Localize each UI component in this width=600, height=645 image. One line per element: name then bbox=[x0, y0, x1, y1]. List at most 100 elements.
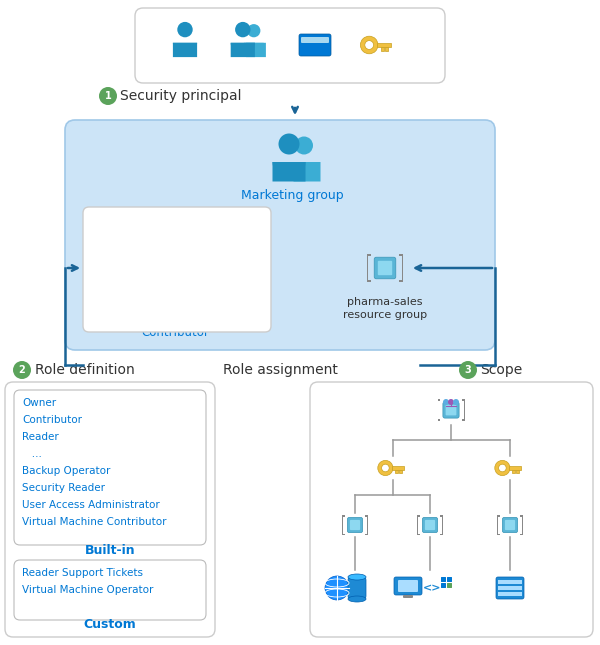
FancyBboxPatch shape bbox=[498, 592, 522, 596]
Text: "*": "*" bbox=[90, 231, 119, 240]
Circle shape bbox=[443, 399, 449, 405]
Polygon shape bbox=[400, 253, 403, 283]
Text: 1: 1 bbox=[104, 91, 112, 101]
Text: Marketing group: Marketing group bbox=[241, 188, 343, 201]
FancyBboxPatch shape bbox=[378, 261, 392, 275]
FancyBboxPatch shape bbox=[441, 583, 446, 588]
Polygon shape bbox=[509, 466, 521, 470]
Text: "Auth/*/Delete",: "Auth/*/Delete", bbox=[90, 279, 193, 288]
Circle shape bbox=[178, 22, 193, 37]
Text: Security Reader: Security Reader bbox=[22, 483, 105, 493]
Ellipse shape bbox=[348, 596, 366, 602]
Text: "NotActions": [: "NotActions": [ bbox=[90, 263, 176, 272]
Polygon shape bbox=[377, 43, 391, 47]
Text: Role definition: Role definition bbox=[35, 363, 135, 377]
Circle shape bbox=[295, 137, 313, 155]
FancyBboxPatch shape bbox=[135, 8, 445, 83]
Polygon shape bbox=[437, 399, 440, 421]
FancyBboxPatch shape bbox=[350, 520, 360, 530]
Text: pharma-sales
resource group: pharma-sales resource group bbox=[343, 297, 427, 320]
Text: 2: 2 bbox=[19, 365, 25, 375]
Polygon shape bbox=[173, 43, 197, 55]
FancyBboxPatch shape bbox=[425, 520, 435, 530]
Circle shape bbox=[382, 464, 389, 471]
FancyBboxPatch shape bbox=[446, 404, 457, 415]
Polygon shape bbox=[367, 253, 371, 283]
Circle shape bbox=[459, 361, 477, 379]
Circle shape bbox=[325, 576, 349, 600]
Text: ],: ], bbox=[90, 247, 101, 256]
FancyBboxPatch shape bbox=[441, 577, 446, 582]
Text: "Auth/*/Write",: "Auth/*/Write", bbox=[90, 295, 188, 304]
Polygon shape bbox=[272, 162, 305, 179]
FancyBboxPatch shape bbox=[498, 586, 522, 590]
FancyBboxPatch shape bbox=[398, 580, 418, 592]
Polygon shape bbox=[520, 515, 523, 535]
FancyBboxPatch shape bbox=[272, 162, 305, 181]
Circle shape bbox=[378, 461, 393, 475]
FancyBboxPatch shape bbox=[14, 560, 206, 620]
Text: Scope: Scope bbox=[480, 363, 522, 377]
FancyBboxPatch shape bbox=[498, 580, 522, 584]
FancyBboxPatch shape bbox=[347, 517, 362, 533]
FancyBboxPatch shape bbox=[443, 402, 459, 418]
Text: Security principal: Security principal bbox=[120, 89, 241, 103]
FancyBboxPatch shape bbox=[447, 577, 452, 582]
Circle shape bbox=[365, 41, 374, 50]
Polygon shape bbox=[440, 515, 443, 535]
Text: Virtual Machine Operator: Virtual Machine Operator bbox=[22, 585, 154, 595]
FancyBboxPatch shape bbox=[231, 43, 255, 57]
Text: Role assignment: Role assignment bbox=[223, 363, 337, 377]
Polygon shape bbox=[381, 47, 384, 50]
Polygon shape bbox=[342, 515, 345, 535]
Polygon shape bbox=[512, 470, 515, 473]
Circle shape bbox=[99, 87, 117, 105]
FancyBboxPatch shape bbox=[422, 517, 437, 533]
Text: User Access Administrator: User Access Administrator bbox=[22, 500, 160, 510]
Polygon shape bbox=[392, 466, 404, 470]
FancyBboxPatch shape bbox=[447, 583, 452, 588]
FancyBboxPatch shape bbox=[348, 577, 366, 599]
Polygon shape bbox=[365, 515, 368, 535]
Circle shape bbox=[278, 134, 299, 155]
Polygon shape bbox=[395, 470, 398, 473]
Polygon shape bbox=[399, 470, 402, 473]
Text: Reader Support Tickets: Reader Support Tickets bbox=[22, 568, 143, 578]
FancyBboxPatch shape bbox=[505, 520, 515, 530]
Text: Virtual Machine Contributor: Virtual Machine Contributor bbox=[22, 517, 167, 527]
Circle shape bbox=[495, 461, 510, 475]
Polygon shape bbox=[290, 162, 317, 175]
FancyBboxPatch shape bbox=[5, 382, 215, 637]
Text: 3: 3 bbox=[464, 365, 472, 375]
Text: Custom: Custom bbox=[83, 619, 136, 631]
FancyBboxPatch shape bbox=[496, 577, 524, 599]
Polygon shape bbox=[417, 515, 420, 535]
Circle shape bbox=[361, 36, 378, 54]
FancyBboxPatch shape bbox=[83, 207, 271, 332]
FancyBboxPatch shape bbox=[299, 34, 331, 56]
Text: "Auth/elevate ...: "Auth/elevate ... bbox=[90, 311, 199, 320]
Circle shape bbox=[453, 399, 459, 405]
Text: <>: <> bbox=[423, 583, 441, 593]
Text: Reader: Reader bbox=[22, 432, 59, 442]
Text: "Actions": [: "Actions": [ bbox=[90, 215, 159, 224]
Text: Contributor: Contributor bbox=[22, 415, 82, 425]
Text: Built-in: Built-in bbox=[85, 544, 136, 557]
FancyBboxPatch shape bbox=[394, 577, 422, 595]
FancyBboxPatch shape bbox=[502, 517, 518, 533]
Text: Contributor: Contributor bbox=[141, 326, 209, 339]
Polygon shape bbox=[516, 470, 519, 473]
Ellipse shape bbox=[348, 574, 366, 580]
Polygon shape bbox=[497, 515, 500, 535]
Text: ...: ... bbox=[22, 449, 42, 459]
FancyBboxPatch shape bbox=[173, 43, 197, 57]
Circle shape bbox=[247, 24, 260, 37]
Polygon shape bbox=[231, 43, 255, 55]
Polygon shape bbox=[462, 399, 464, 421]
Polygon shape bbox=[244, 43, 264, 53]
FancyBboxPatch shape bbox=[14, 390, 206, 545]
Circle shape bbox=[448, 399, 454, 405]
Circle shape bbox=[235, 22, 251, 37]
Text: Backup Operator: Backup Operator bbox=[22, 466, 110, 476]
Circle shape bbox=[499, 464, 506, 471]
